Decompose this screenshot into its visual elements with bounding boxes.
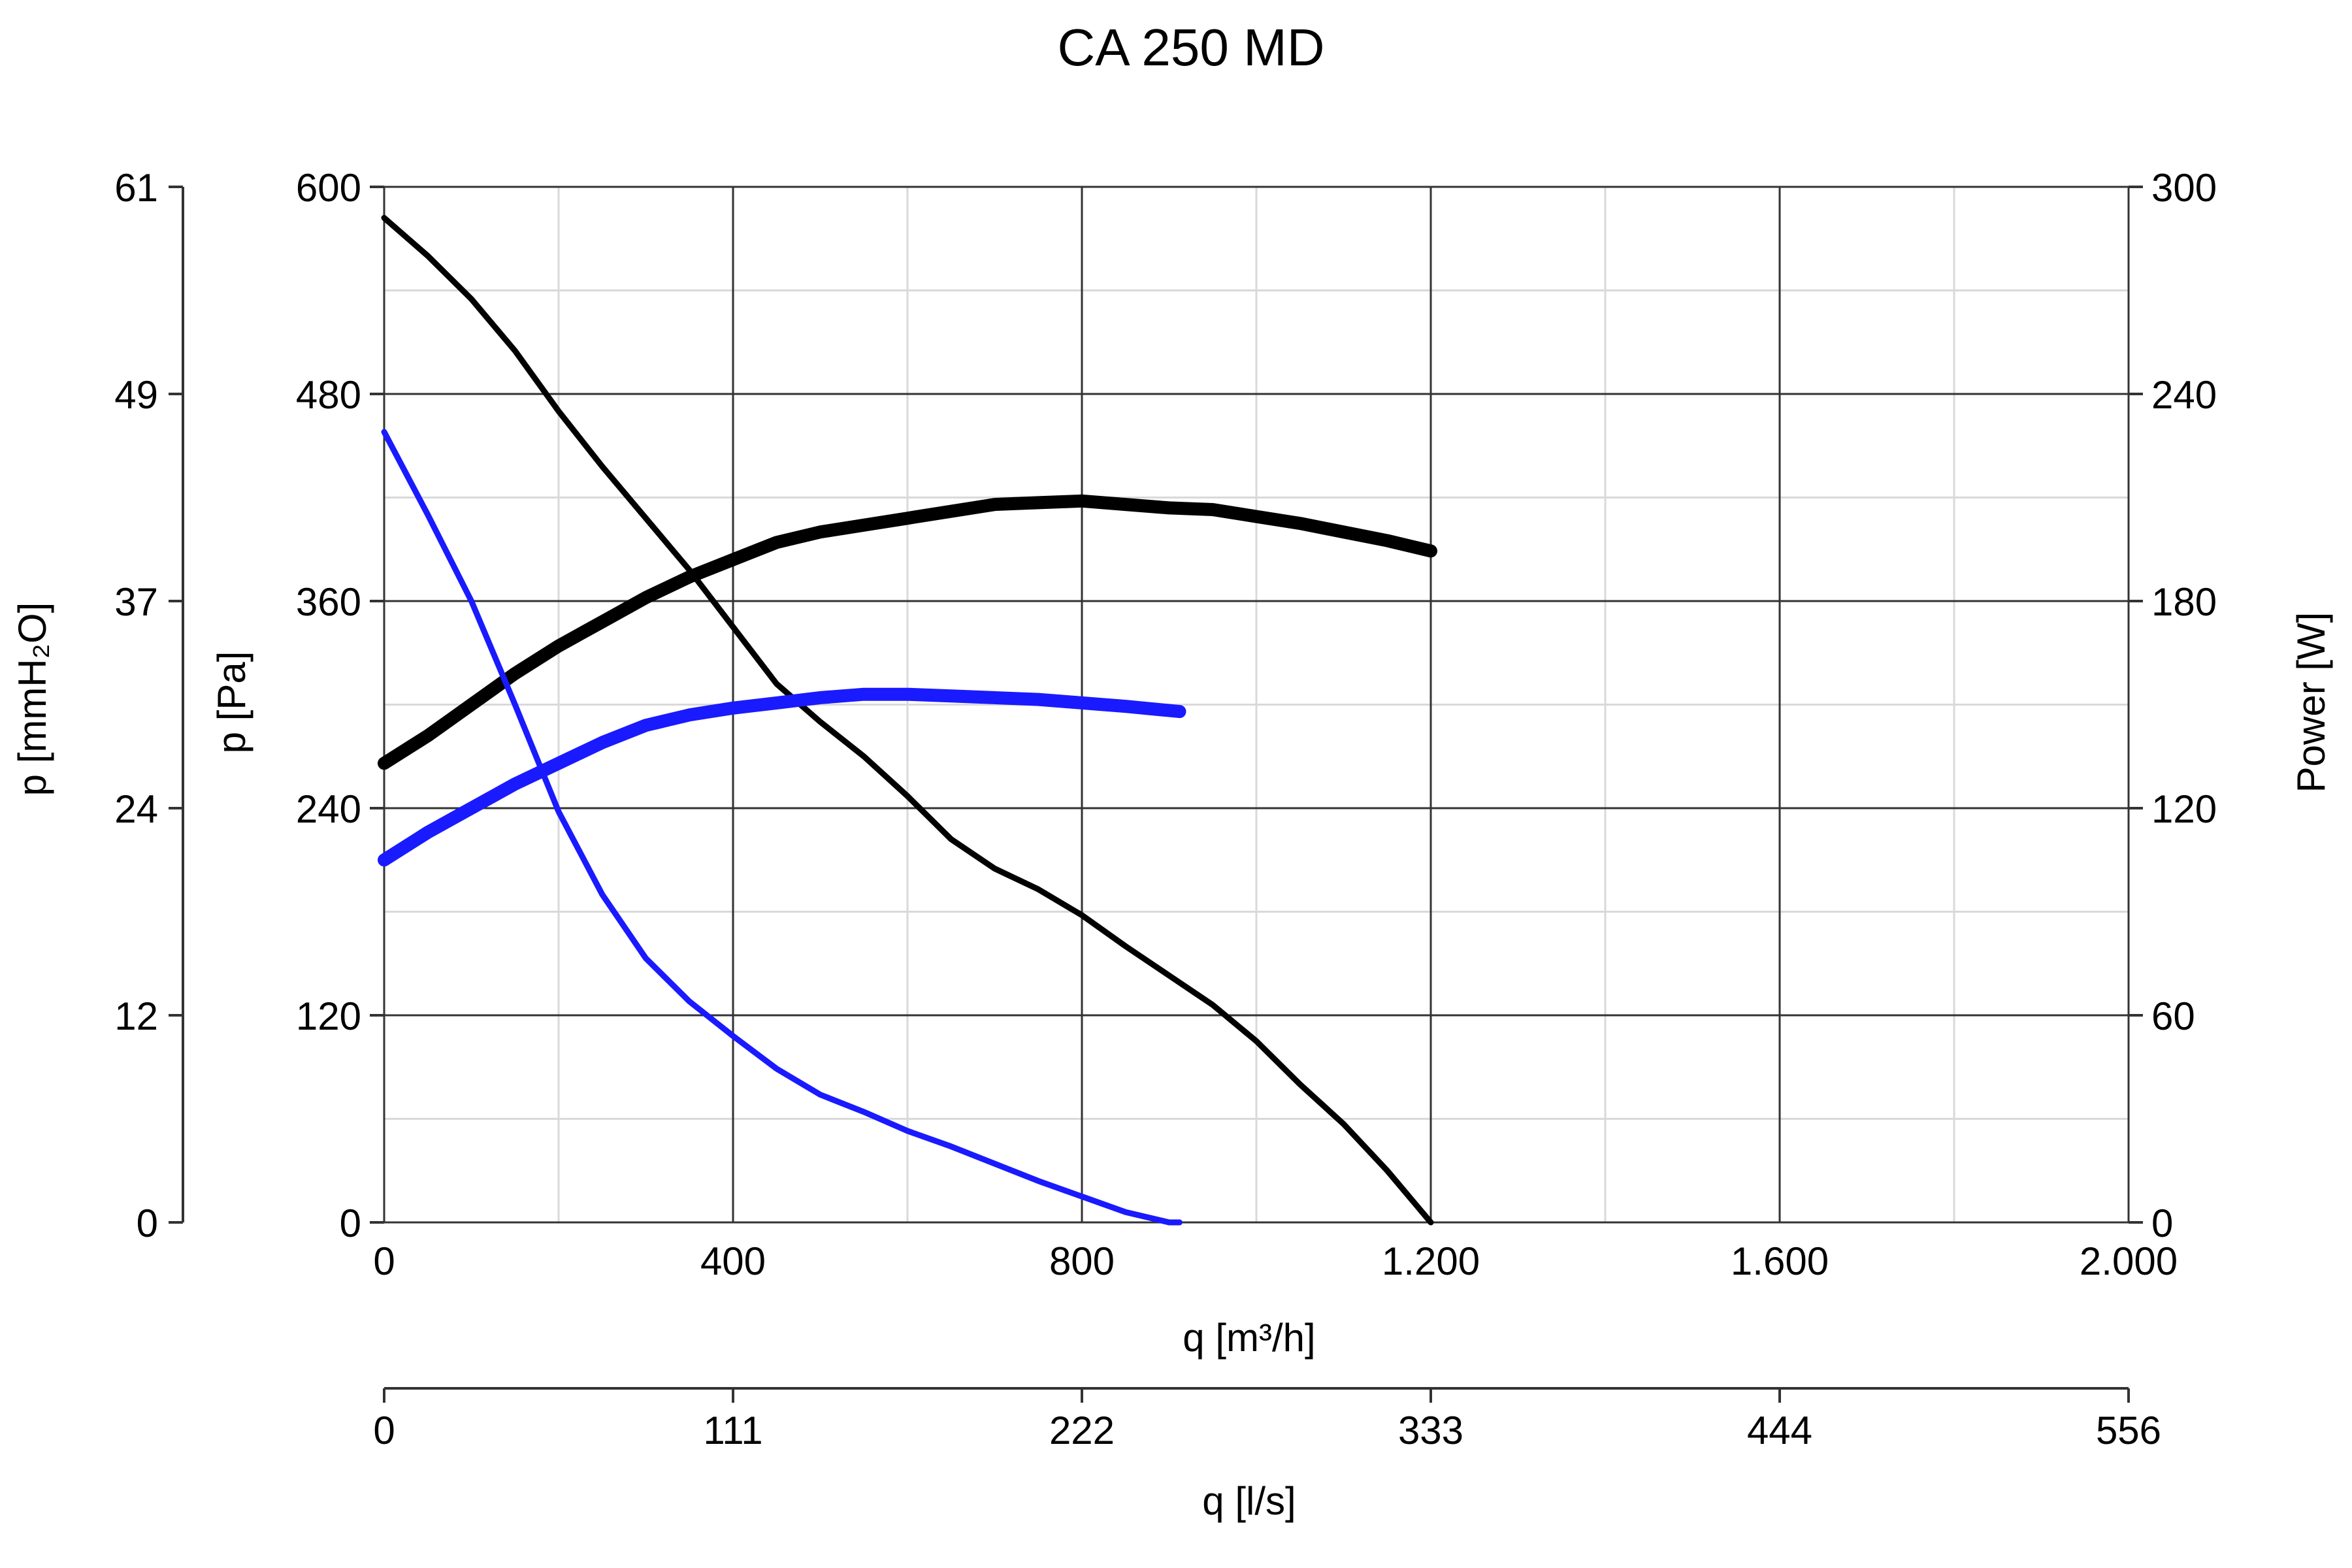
y-outer-tick-label: 61: [114, 166, 158, 210]
y-tick-label: 240: [296, 787, 361, 831]
x2-tick-label: 222: [1049, 1409, 1115, 1452]
x-tick-label: 1.600: [1731, 1239, 1829, 1283]
power-curve-blue: [378, 687, 1186, 867]
y-outer-tick-label: 49: [114, 373, 158, 417]
x2-tick-label: 111: [703, 1409, 762, 1452]
y2-axis-label: Power [W]: [2289, 612, 2333, 793]
y-outer-tick-label: 0: [137, 1201, 158, 1245]
y2-tick-label: 300: [2151, 166, 2217, 210]
y-tick-label: 120: [296, 994, 361, 1038]
x2-axis-label: q [l/s]: [1202, 1479, 1296, 1523]
y-outer-tick-label: 37: [114, 580, 158, 624]
tick-labels: 0 400 800 1.200 1.600 2.000012024036048060006…: [114, 166, 2217, 1452]
x2-tick-label: 444: [1747, 1409, 1812, 1452]
x2-tick-label: 556: [2096, 1409, 2161, 1452]
y-axis-label: p [Pa]: [210, 651, 253, 754]
power-curve-black: [378, 494, 1437, 770]
y-tick-label: 600: [296, 166, 361, 210]
y2-tick-label: 0: [2151, 1201, 2173, 1245]
y2-tick-label: 180: [2151, 580, 2217, 624]
y-tick-label: 360: [296, 580, 361, 624]
x-axis-label: q [m³/h]: [1183, 1316, 1315, 1360]
y-tick-label: 480: [296, 373, 361, 417]
y-tick-label: 0: [340, 1201, 361, 1245]
grid: [383, 186, 2130, 1224]
pressure-curve-black: [381, 215, 1434, 1226]
pressure-curve-blue: [381, 429, 1183, 1226]
curves: [378, 215, 1437, 1226]
x2-tick-label: 0: [373, 1409, 395, 1452]
y-outer-axis-label: p [mmH₂O]: [10, 602, 54, 796]
x-tick-label: 400: [700, 1239, 766, 1283]
y2-tick-label: 60: [2151, 994, 2195, 1038]
chart-title: CA 250 MD: [1057, 18, 1324, 76]
x-tick-label: 2.000: [2080, 1239, 2178, 1283]
x2-tick-label: 333: [1398, 1409, 1463, 1452]
y2-tick-label: 120: [2151, 787, 2217, 831]
y-outer-tick-label: 12: [114, 994, 158, 1038]
x-tick-label: 800: [1049, 1239, 1115, 1283]
y2-tick-label: 240: [2151, 373, 2217, 417]
y-outer-tick-label: 24: [114, 787, 158, 831]
axes: [169, 186, 2143, 1403]
x-tick-label: 1.200: [1382, 1239, 1480, 1283]
x-tick-label: 0: [373, 1239, 395, 1283]
